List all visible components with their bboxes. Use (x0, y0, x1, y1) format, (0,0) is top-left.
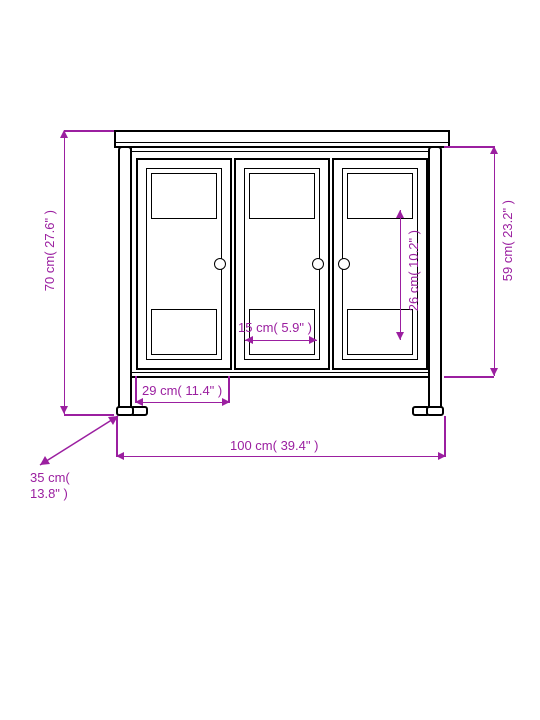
dim-label-depth: 35 cm( 13.8" ) (30, 470, 100, 501)
dim-line-width (116, 456, 446, 457)
dim-label-width: 100 cm( 39.4" ) (230, 438, 318, 453)
ext-line (64, 130, 114, 132)
cabinet (120, 130, 440, 410)
door-left (136, 158, 232, 370)
knob-icon (338, 258, 350, 270)
dim-line-height (64, 130, 65, 414)
dim-label-door-width: 29 cm( 11.4" ) (142, 383, 222, 398)
knob-icon (214, 258, 226, 270)
door-panel-bottom (151, 309, 217, 355)
arrow-up-icon (396, 210, 404, 218)
door-panel-top (249, 173, 315, 219)
arrow-down-icon (490, 368, 498, 376)
arrow-up-icon (490, 146, 498, 154)
dim-line-panel-width (245, 340, 317, 341)
cabinet-body (130, 146, 434, 378)
arrow-right-icon (309, 336, 317, 344)
arrow-down-icon (396, 332, 404, 340)
dim-label-height: 70 cm( 27.6" ) (42, 210, 57, 291)
dim-line-panel-height (400, 210, 401, 340)
ext-line (444, 376, 494, 378)
dim-label-panel-width: 15 cm( 5.9" ) (238, 320, 312, 335)
foot-front-right (426, 406, 444, 416)
leg-front-left (118, 146, 132, 408)
arrow-right-icon (438, 452, 446, 460)
ext-line (444, 416, 446, 456)
knob-icon (312, 258, 324, 270)
dim-label-body-height: 59 cm( 23.2" ) (500, 200, 515, 281)
leg-front-right (428, 146, 442, 408)
door-inner (146, 168, 222, 360)
dim-line-body-height (494, 146, 495, 376)
drawing-canvas: 70 cm( 27.6" ) 59 cm( 23.2" ) 26 cm( 10.… (0, 0, 540, 720)
arrow-left-icon (245, 336, 253, 344)
dim-line-door-width (135, 402, 230, 403)
arrow-right-icon (222, 398, 230, 406)
arrow-left-icon (135, 398, 143, 406)
door-panel-top (151, 173, 217, 219)
top-board (114, 130, 450, 148)
ext-line (444, 146, 494, 148)
arrow-up-icon (60, 130, 68, 138)
dim-label-panel-height: 26 cm( 10.2" ) (406, 230, 421, 311)
